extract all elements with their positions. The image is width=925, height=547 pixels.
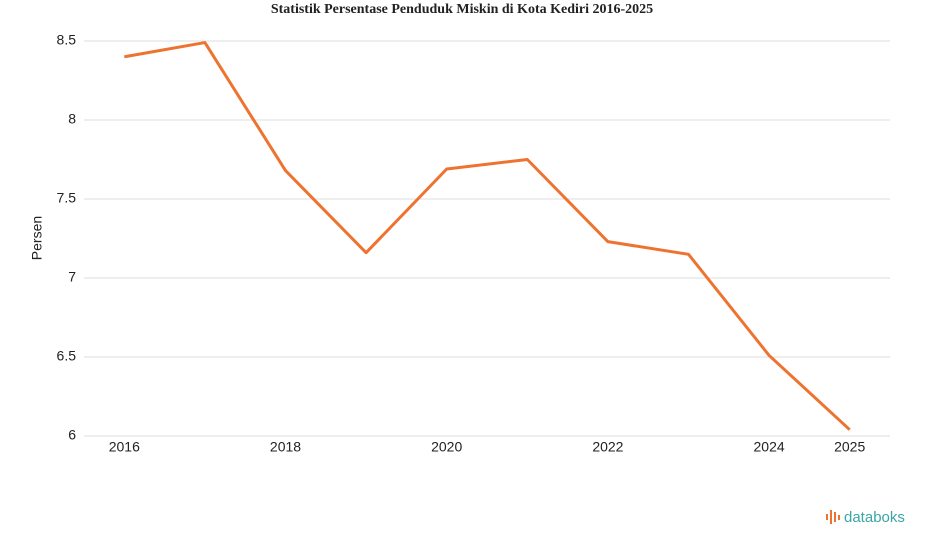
logo-bar (834, 512, 836, 522)
y-tick-label: 7 (68, 269, 76, 285)
x-tick-label: 2018 (270, 439, 301, 455)
brand-logo: databoks (826, 509, 905, 526)
x-tick-label: 2025 (834, 439, 865, 455)
logo-bar (838, 515, 840, 520)
y-axis-label: Persen (29, 216, 45, 260)
x-tick-label: 2024 (754, 439, 785, 455)
x-tick-label: 2016 (109, 439, 140, 455)
data-line (124, 41, 851, 431)
y-tick-label: 8 (68, 111, 76, 127)
y-tick-label: 7.5 (57, 190, 77, 206)
chart-title: Statistik Persentase Penduduk Miskin di … (271, 2, 653, 17)
y-tick-label: 8.5 (57, 32, 77, 48)
brand-text: databoks (844, 509, 905, 526)
y-tick-label: 6.5 (57, 348, 77, 364)
x-tick-label: 2022 (592, 439, 623, 455)
logo-bar (830, 510, 832, 524)
logo-bar (826, 514, 828, 520)
y-tick-label: 6 (68, 427, 76, 443)
x-tick-label: 2020 (431, 439, 462, 455)
